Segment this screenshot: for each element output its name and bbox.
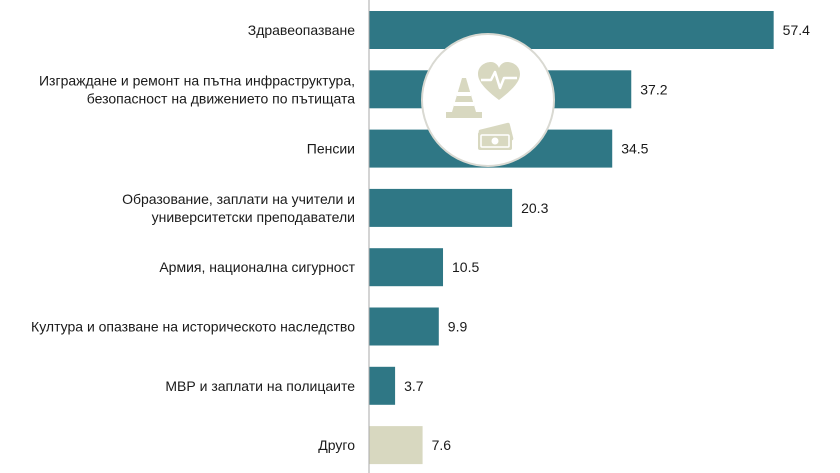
category-label-6: МВР и заплати на полицаите (165, 378, 355, 394)
value-label-1: 37.2 (640, 81, 667, 97)
category-label-3-line-1: университетски преподаватели (152, 209, 355, 225)
bar-7 (369, 426, 423, 465)
category-label-1-line-1: безопасност на движението по пътищата (87, 90, 355, 106)
value-label-3: 20.3 (521, 200, 548, 216)
bar-0 (369, 11, 774, 49)
value-label-6: 3.7 (404, 378, 424, 394)
value-label-5: 9.9 (448, 319, 468, 335)
category-label-5: Култура и опазване на историческото насл… (31, 319, 355, 335)
value-label-0: 57.4 (783, 22, 810, 38)
value-label-4: 10.5 (452, 259, 479, 275)
badge-circle (421, 33, 555, 167)
money-bills-icon (478, 122, 514, 150)
value-label-2: 34.5 (621, 141, 648, 157)
category-label-0: Здравеопазване (248, 22, 355, 38)
category-label-3-line-0: Образование, заплати на учители и (122, 191, 355, 207)
labels-layer: 57.4 Здравеопазване 37.2 Изграждане и ремон… (31, 22, 810, 453)
category-label-1-line-0: Изграждане и ремонт на пътна инфраструкт… (39, 72, 355, 88)
bar-5 (369, 307, 439, 346)
heart-pulse-icon (478, 62, 520, 100)
category-label-7: Друго (318, 437, 355, 453)
value-label-7: 7.6 (432, 437, 452, 453)
category-label-2: Пенсии (307, 141, 355, 157)
decoration-badge (421, 33, 555, 167)
bar-6 (369, 366, 396, 405)
traffic-cone-icon (446, 78, 482, 118)
bar-4 (369, 248, 444, 287)
bar-3 (369, 188, 513, 227)
bars-layer (369, 11, 774, 465)
category-label-4: Армия, национална сигурност (159, 259, 355, 275)
